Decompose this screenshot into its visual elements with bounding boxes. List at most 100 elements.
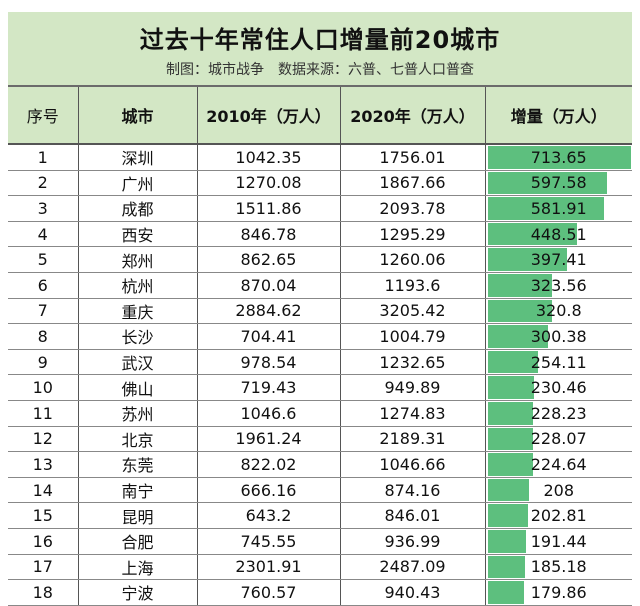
- cell-2010: 704.41: [197, 323, 341, 350]
- cell-2010: 745.55: [197, 528, 341, 555]
- cell-city: 宁波: [78, 579, 198, 606]
- header-rank: 序号: [8, 87, 79, 145]
- cell-city: 苏州: [78, 400, 198, 427]
- cell-2020: 940.43: [340, 579, 486, 606]
- cell-rank: 5: [8, 246, 79, 273]
- cell-increase: 581.91: [485, 195, 632, 222]
- table-row: 3 成都 1511.86 2093.78 581.91: [8, 195, 632, 222]
- increase-bar: [487, 453, 533, 476]
- cell-2010: 1042.35: [197, 144, 341, 171]
- cell-increase: 448.51: [485, 221, 632, 248]
- cell-rank: 9: [8, 349, 79, 376]
- cell-2020: 846.01: [340, 502, 486, 529]
- cell-2020: 936.99: [340, 528, 486, 555]
- cell-rank: 15: [8, 502, 79, 529]
- table-row: 9 武汉 978.54 1232.65 254.11: [8, 349, 632, 376]
- table-row: 13 东莞 822.02 1046.66 224.64: [8, 451, 632, 478]
- cell-city: 广州: [78, 170, 198, 197]
- cell-increase: 323.56: [485, 272, 632, 299]
- cell-city: 杭州: [78, 272, 198, 299]
- increase-bar: [487, 478, 530, 502]
- cell-increase: 320.8: [485, 298, 632, 325]
- table-row: 5 郑州 862.65 1260.06 397.41: [8, 246, 632, 273]
- cell-rank: 3: [8, 195, 79, 222]
- increase-bar: [487, 222, 578, 246]
- table-row: 15 昆明 643.2 846.01 202.81: [8, 502, 632, 529]
- cell-city: 上海: [78, 554, 198, 581]
- cell-2020: 1295.29: [340, 221, 486, 248]
- header-2010: 2010年（万人）: [197, 87, 341, 145]
- cell-increase: 228.07: [485, 426, 632, 453]
- header-city: 城市: [78, 87, 198, 145]
- cell-2020: 3205.42: [340, 298, 486, 325]
- cell-increase: 713.65: [485, 144, 632, 171]
- increase-value: 230.46: [530, 378, 587, 398]
- cell-city: 西安: [78, 221, 198, 248]
- cell-increase: 208: [485, 477, 632, 504]
- cell-2020: 874.16: [340, 477, 486, 504]
- cell-increase: 300.38: [485, 323, 632, 350]
- increase-bar: [487, 146, 631, 169]
- table-row: 6 杭州 870.04 1193.6 323.56: [8, 272, 632, 299]
- cell-2020: 1756.01: [340, 144, 486, 171]
- chart-title: 过去十年常住人口增量前20城市: [139, 26, 501, 54]
- cell-increase: 254.11: [485, 349, 632, 376]
- cell-2020: 2487.09: [340, 554, 486, 581]
- cell-increase: 191.44: [485, 528, 632, 555]
- cell-rank: 18: [8, 579, 79, 606]
- table-row: 1 深圳 1042.35 1756.01 713.65: [8, 144, 632, 171]
- increase-value: 713.65: [530, 147, 587, 167]
- increase-value: 300.38: [530, 326, 587, 346]
- cell-2020: 1004.79: [340, 323, 486, 350]
- cell-rank: 4: [8, 221, 79, 248]
- table-row: 8 长沙 704.41 1004.79 300.38: [8, 323, 632, 350]
- cell-rank: 17: [8, 554, 79, 581]
- cell-increase: 179.86: [485, 579, 632, 606]
- increase-bar: [487, 555, 525, 579]
- increase-bar: [487, 581, 524, 604]
- cell-2010: 643.2: [197, 502, 341, 529]
- cell-city: 南宁: [78, 477, 198, 504]
- increase-value: 179.86: [530, 582, 587, 602]
- cell-2010: 2301.91: [197, 554, 341, 581]
- cell-rank: 13: [8, 451, 79, 478]
- increase-bar: [487, 325, 548, 348]
- cell-2020: 1260.06: [340, 246, 486, 273]
- cell-rank: 2: [8, 170, 79, 197]
- cell-increase: 230.46: [485, 374, 632, 401]
- cell-city: 武汉: [78, 349, 198, 376]
- cell-2020: 1046.66: [340, 451, 486, 478]
- cell-city: 成都: [78, 195, 198, 222]
- cell-rank: 11: [8, 400, 79, 427]
- increase-bar: [487, 376, 534, 399]
- cell-increase: 185.18: [485, 554, 632, 581]
- cell-increase: 224.64: [485, 451, 632, 478]
- cell-2020: 1274.83: [340, 400, 486, 427]
- cell-city: 昆明: [78, 502, 198, 529]
- cell-rank: 8: [8, 323, 79, 350]
- increase-bar: [487, 504, 529, 527]
- increase-value: 228.23: [530, 403, 587, 423]
- chart-subtitle: 制图：城市战争 数据来源：六普、七普人口普查: [166, 62, 474, 78]
- cell-city: 重庆: [78, 298, 198, 325]
- ranking-table: 过去十年常住人口增量前20城市 制图：城市战争 数据来源：六普、七普人口普查 序…: [8, 12, 632, 606]
- cell-2010: 666.16: [197, 477, 341, 504]
- increase-value: 224.64: [530, 454, 587, 474]
- cell-2010: 846.78: [197, 221, 341, 248]
- cell-city: 佛山: [78, 374, 198, 401]
- cell-2010: 978.54: [197, 349, 341, 376]
- cell-city: 东莞: [78, 451, 198, 478]
- cell-2010: 862.65: [197, 246, 341, 273]
- increase-value: 202.81: [530, 506, 587, 526]
- increase-bar: [487, 197, 605, 220]
- increase-value: 320.8: [535, 301, 582, 321]
- header-2020: 2020年（万人）: [340, 87, 486, 145]
- increase-value: 185.18: [530, 557, 587, 577]
- increase-value: 323.56: [530, 275, 587, 295]
- cell-rank: 1: [8, 144, 79, 171]
- cell-2010: 822.02: [197, 451, 341, 478]
- cell-increase: 397.41: [485, 246, 632, 273]
- cell-rank: 16: [8, 528, 79, 555]
- cell-city: 合肥: [78, 528, 198, 555]
- cell-2010: 1270.08: [197, 170, 341, 197]
